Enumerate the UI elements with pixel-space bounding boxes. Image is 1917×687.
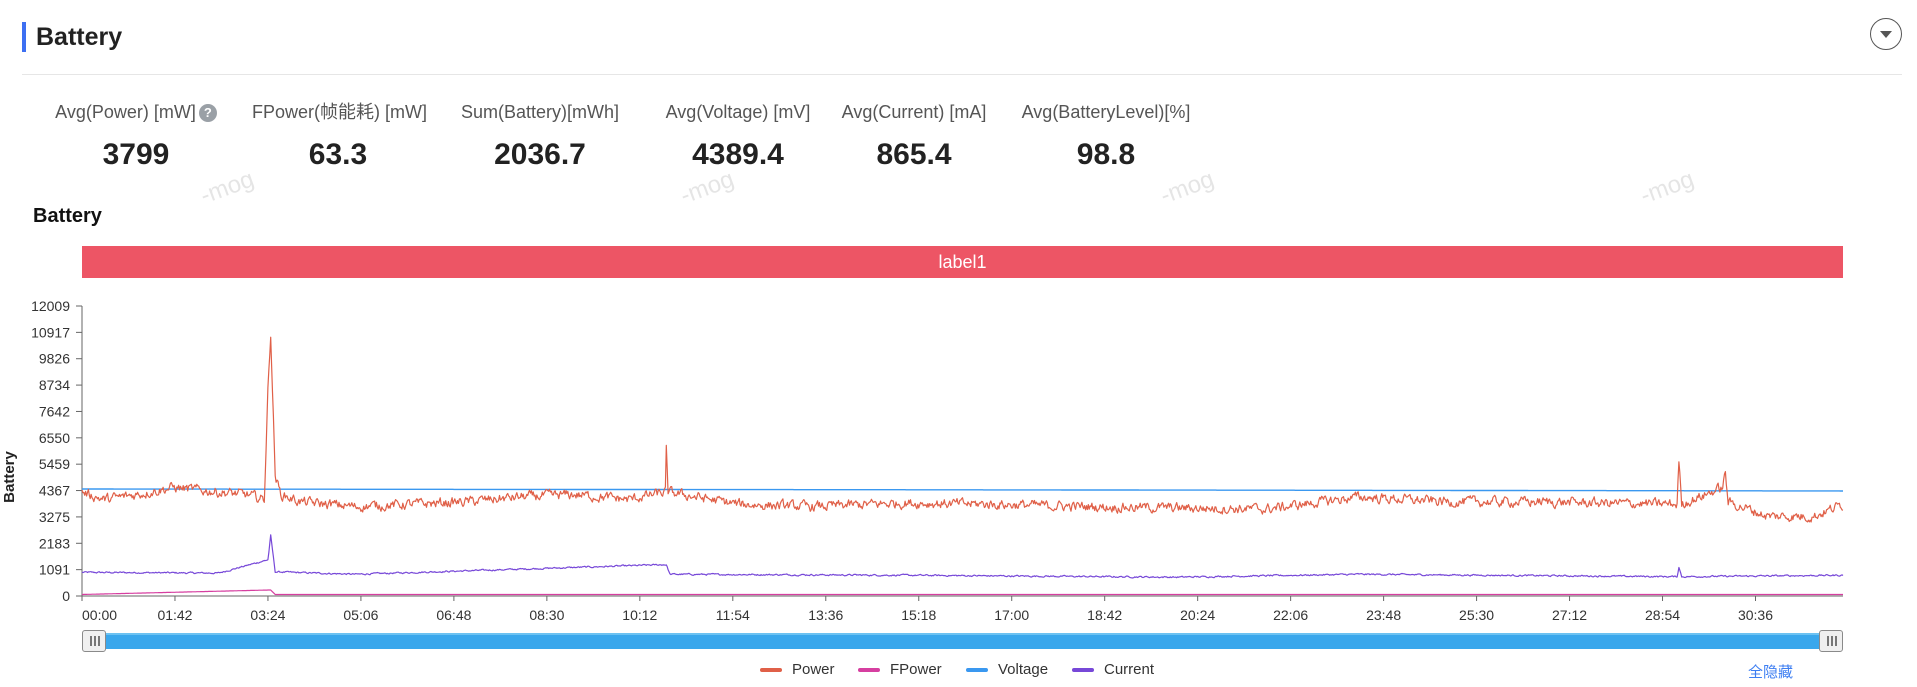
accent-bar (22, 22, 26, 52)
stat-fpower: FPower(帧能耗) [mW] 63.3 (252, 100, 427, 172)
y-tick-label: 7642 (39, 403, 70, 419)
y-tick-label: 1091 (39, 562, 70, 578)
stat-value: 4389.4 (692, 138, 784, 171)
stat-label: Sum(Battery)[mWh] (460, 102, 620, 122)
x-axis: 00:00 01:42 03:24 05:06 06:48 08:30 10:12 11:54… (81, 595, 1843, 623)
stat-label: Avg(Power) [mW]? (52, 100, 220, 124)
grip-line (1827, 636, 1829, 646)
stat-avg-current: Avg(Current) [mA] 865.4 (836, 100, 992, 172)
grip-line (90, 636, 92, 646)
legend-swatch (760, 668, 782, 673)
series-line-current[interactable] (81, 534, 1844, 579)
grip-line (94, 636, 96, 646)
stat-value: 2036.7 (494, 138, 586, 171)
y-tick-label: 10917 (31, 324, 70, 340)
y-tick-label: 2183 (39, 535, 70, 551)
collapse-toggle-button[interactable] (1870, 18, 1902, 50)
chart-title: Battery (33, 205, 102, 227)
x-tick-label: 05:06 (343, 607, 378, 623)
stat-value: 865.4 (876, 138, 952, 171)
y-tick-label: 12009 (31, 298, 70, 314)
page-title: Battery (36, 23, 123, 51)
grip-line (1835, 636, 1837, 646)
x-tick-label: 15:18 (901, 607, 936, 623)
series-layer (81, 336, 1844, 596)
series-line-voltage[interactable] (82, 488, 1843, 492)
x-tick-label: 28:54 (1645, 607, 1680, 623)
stat-label: FPower(帧能耗) [mW] (252, 102, 427, 122)
y-tick-label: 5459 (39, 456, 70, 472)
stat-sum-battery: Sum(Battery)[mWh] 2036.7 (456, 100, 624, 172)
legend-swatch (858, 668, 880, 673)
stat-label: Avg(BatteryLevel)[%] (1021, 102, 1191, 122)
stat-label: Avg(Current) [mA] (841, 102, 987, 122)
chevron-down-icon (1880, 31, 1892, 38)
y-tick-label: 9826 (39, 351, 70, 367)
stat-value: 98.8 (1076, 138, 1136, 171)
zoom-handle-left[interactable] (82, 630, 106, 652)
y-axis: 0 1091 2183 3275 4367 5459 6550 7642 8734 9826 109… (31, 298, 83, 604)
legend-item-current[interactable]: Current (1072, 661, 1154, 678)
x-tick-label: 30:36 (1738, 607, 1773, 623)
stat-value: 63.3 (308, 138, 368, 171)
y-tick-label: 3275 (39, 509, 70, 525)
y-axis-label: Battery (1, 450, 18, 502)
stat-avg-power: Avg(Power) [mW]? 3799 (52, 100, 220, 172)
x-tick-label: 06:48 (436, 607, 471, 623)
hide-all-link[interactable]: 全隐藏 (1748, 664, 1794, 681)
x-tick-label: 01:42 (157, 607, 192, 623)
x-tick-label: 08:30 (529, 607, 564, 623)
stat-avg-voltage: Avg(Voltage) [mV] 4389.4 (654, 100, 822, 172)
legend-swatch (966, 668, 988, 673)
x-tick-label: 17:00 (994, 607, 1029, 623)
x-tick-label: 00:00 (82, 607, 117, 623)
series-line-fpower[interactable] (82, 589, 1843, 596)
stat-value: 3799 (102, 138, 170, 171)
x-tick-label: 13:36 (808, 607, 843, 623)
y-tick-label: 6550 (39, 430, 70, 446)
stat-label: Avg(Voltage) [mV] (665, 102, 811, 122)
battery-line-chart: 0 1091 2183 3275 4367 5459 6550 7642 8734 9826 109… (1, 298, 1844, 623)
grip-line (98, 636, 100, 646)
label-band[interactable]: label1 (82, 246, 1843, 278)
x-tick-label: 18:42 (1087, 607, 1122, 623)
y-tick-label: 4367 (39, 483, 70, 499)
help-icon[interactable]: ? (198, 104, 217, 122)
stat-avg-battery-level: Avg(BatteryLevel)[%] 98.8 (1018, 100, 1194, 172)
legend-item-fpower[interactable]: FPower (858, 661, 942, 678)
series-line-power[interactable] (81, 336, 1844, 523)
x-tick-label: 22:06 (1273, 607, 1308, 623)
x-tick-label: 10:12 (622, 607, 657, 623)
x-tick-label: 20:24 (1180, 607, 1215, 623)
x-tick-label: 25:30 (1459, 607, 1494, 623)
divider (22, 74, 1902, 75)
x-tick-label: 11:54 (716, 607, 750, 623)
y-tick-label: 8734 (39, 377, 70, 393)
x-tick-label: 03:24 (250, 607, 285, 623)
legend-item-voltage[interactable]: Voltage (966, 661, 1048, 678)
legend-swatch (1072, 668, 1094, 673)
zoom-slider-track[interactable] (82, 633, 1843, 649)
grip-line (1831, 636, 1833, 646)
zoom-handle-right[interactable] (1819, 630, 1843, 652)
section-header: Battery (22, 18, 1902, 74)
y-tick-label: 0 (62, 588, 70, 604)
legend-item-power[interactable]: Power (760, 661, 835, 678)
x-tick-label: 27:12 (1552, 607, 1587, 623)
x-tick-label: 23:48 (1366, 607, 1401, 623)
